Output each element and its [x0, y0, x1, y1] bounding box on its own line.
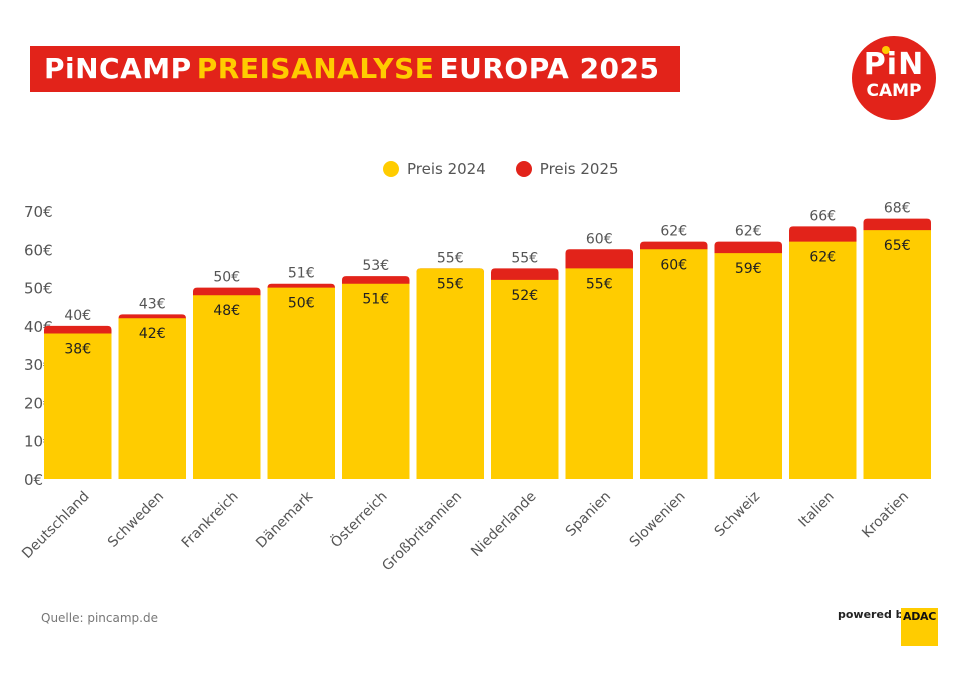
data-label-2024: 52€ [511, 288, 538, 304]
title-brand: PiNCAMP [44, 52, 192, 85]
bar-2024 [118, 318, 186, 479]
bar-2024 [789, 241, 857, 479]
data-label-2025: 60€ [586, 231, 613, 247]
legend-swatch-2025 [515, 161, 532, 177]
pincamp-logo: PiN CAMP [852, 36, 936, 120]
bar-2024 [193, 295, 261, 479]
title-highlight: PREISANALYSE [196, 52, 435, 85]
data-label-2024: 62€ [809, 250, 836, 266]
data-label-2025: 50€ [213, 270, 240, 286]
x-tick-label: Italien [796, 489, 838, 531]
data-label-2024: 59€ [735, 261, 762, 277]
legend-swatch-2024 [383, 161, 399, 177]
x-tick-label: Spanien [563, 489, 614, 540]
legend-item-2024: Preis 2024 [383, 160, 486, 178]
data-label-2025: 55€ [437, 250, 464, 266]
data-label-2024: 50€ [288, 296, 315, 312]
x-tick-label: Schweiz [712, 489, 763, 540]
adac-logo: ADAC [901, 608, 938, 646]
bar-2024 [491, 279, 559, 479]
bar-2024 [342, 283, 410, 479]
bar-2024 [565, 268, 633, 479]
legend-label-2025: Preis 2025 [539, 160, 619, 178]
data-label-2024: 55€ [437, 276, 464, 292]
legend-item-2025: Preis 2025 [515, 160, 619, 178]
bar-2024 [640, 249, 708, 479]
logo-dot-icon [882, 46, 890, 54]
data-label-2025: 62€ [735, 224, 762, 240]
data-label-2024: 65€ [884, 238, 911, 254]
bar-2024 [44, 333, 112, 479]
y-tick-label: 50€ [24, 280, 53, 298]
data-label-2024: 51€ [362, 292, 389, 308]
x-tick-label: Kroatien [859, 489, 912, 542]
data-label-2024: 60€ [660, 257, 687, 273]
chart-legend: Preis 2024 Preis 2025 [383, 160, 649, 178]
source-note: Quelle: pincamp.de [41, 611, 158, 625]
x-tick-label: Schweden [105, 489, 167, 551]
x-tick-label: Slowenien [627, 489, 689, 551]
data-label-2024: 55€ [586, 276, 613, 292]
x-tick-label: Dänemark [253, 488, 317, 552]
title-banner: PiNCAMP PREISANALYSE EUROPA 2025 [30, 46, 680, 92]
x-tick-label: Großbritannien [379, 489, 465, 575]
data-label-2025: 62€ [660, 224, 687, 240]
bar-2024 [416, 268, 484, 479]
legend-label-2024: Preis 2024 [407, 160, 486, 178]
y-tick-label: 0€ [24, 471, 43, 489]
data-label-2025: 66€ [809, 208, 836, 224]
data-label-2025: 55€ [511, 250, 538, 266]
bar-2024 [714, 253, 782, 479]
x-tick-label: Deutschland [19, 489, 92, 562]
powered-by-label: powered by [838, 608, 911, 621]
data-label-2025: 40€ [64, 308, 91, 324]
x-tick-label: Niederlande [468, 489, 539, 560]
data-label-2024: 38€ [64, 342, 91, 358]
bar-2024 [863, 230, 931, 479]
data-label-2025: 43€ [139, 296, 166, 312]
x-tick-label: Frankreich [179, 489, 242, 552]
y-tick-label: 70€ [24, 203, 53, 221]
data-label-2025: 53€ [362, 258, 389, 274]
logo-line-1: PiN [863, 47, 925, 82]
adac-logo-text: ADAC [903, 610, 937, 623]
data-label-2025: 68€ [884, 201, 911, 217]
logo-line-2: CAMP [866, 81, 922, 101]
data-label-2025: 51€ [288, 266, 315, 282]
data-label-2024: 48€ [213, 303, 240, 319]
y-tick-label: 60€ [24, 241, 53, 259]
x-tick-label: Österreich [327, 487, 391, 551]
title-rest: EUROPA 2025 [439, 52, 660, 85]
data-label-2024: 42€ [139, 326, 166, 342]
bar-2024 [267, 287, 335, 479]
